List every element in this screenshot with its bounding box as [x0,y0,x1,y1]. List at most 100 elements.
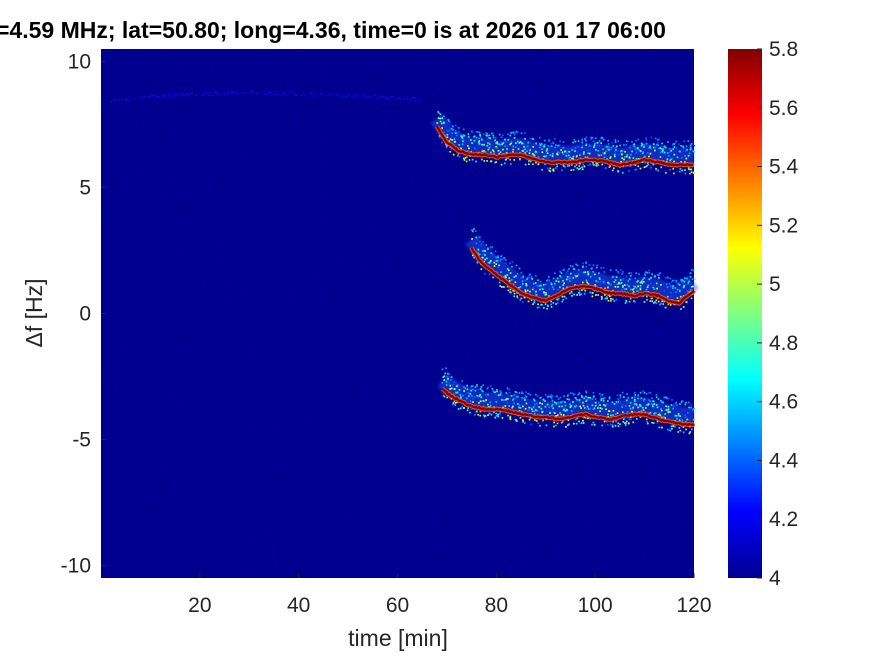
trace-pixel [543,139,546,142]
trace-pixel [585,139,588,142]
noise-pixel [384,332,386,335]
trace-pixel [622,278,625,281]
noise-pixel [576,378,579,380]
trace-pixel [621,150,623,152]
trace-pixel [502,399,505,401]
trace-pixel [572,141,575,144]
trace-pixel [456,132,459,134]
trace-pixel [613,281,616,283]
trace-pixel [596,163,599,165]
trace-pixel [463,157,465,160]
trace-pixel [660,166,663,169]
trace-pixel [473,256,475,259]
trace-pixel [621,403,624,406]
trace-pixel [593,407,596,410]
trace-pixel [597,153,600,156]
noise-pixel [363,391,365,394]
trace-pixel [548,275,550,278]
x-tick-label: 80 [485,594,508,617]
noise-pixel [298,314,300,316]
trace-pixel [622,421,625,423]
trace-pixel [536,402,538,405]
trace-pixel [667,410,670,412]
trace-pixel [623,288,626,290]
trace-pixel [586,281,588,284]
noise-pixel [228,521,231,524]
noise-pixel [178,254,180,256]
trace-pixel [486,257,488,260]
trace-pixel [506,387,509,390]
noise-pixel [504,450,507,452]
trace-pixel [302,92,305,94]
trace-pixel [454,402,457,404]
trace-pixel [492,150,495,153]
noise-pixel [356,234,358,237]
noise-pixel [388,49,390,52]
trace-pixel [661,148,663,150]
trace-pixel [499,259,502,262]
noise-pixel [391,69,394,72]
trace-pixel [587,164,590,167]
noise-pixel [552,493,555,495]
trace-pixel [337,93,340,96]
trace-pixel [690,406,692,409]
trace-pixel [242,92,244,94]
trace-pixel [587,152,590,155]
trace-pixel [584,271,587,274]
noise-pixel [659,67,662,70]
noise-pixel [513,537,516,540]
trace-pixel [550,396,552,398]
trace-pixel [687,412,689,414]
trace-pixel [617,286,619,288]
trace-pixel [684,155,686,157]
noise-pixel [575,265,578,267]
noise-pixel [320,84,323,87]
trace-pixel [443,375,446,377]
noise-pixel [213,547,216,549]
trace-pixel [382,96,384,98]
noise-pixel [268,378,271,381]
trace-pixel [664,277,667,279]
trace-pixel [571,413,574,415]
trace-pixel [670,425,673,428]
trace-pixel [456,154,459,157]
trace-pixel [534,419,536,421]
noise-pixel [591,516,594,518]
trace-pixel [495,161,498,163]
noise-pixel [450,341,453,343]
trace-pixel [533,300,536,302]
trace-pixel [564,404,567,407]
noise-pixel [169,328,172,330]
trace-pixel [645,137,647,139]
trace-pixel [612,414,614,417]
trace-pixel [533,301,536,304]
noise-pixel [211,65,213,68]
trace-pixel [575,155,578,158]
trace-pixel [479,136,482,139]
trace-pixel [448,120,450,122]
noise-pixel [355,482,358,484]
noise-pixel [296,121,298,124]
trace-pixel [597,164,600,166]
trace-pixel [635,287,638,289]
trace-pixel [498,133,501,136]
trace-pixel [535,161,537,164]
noise-pixel [262,204,264,207]
trace-pixel [580,293,583,295]
trace-pixel [187,94,189,96]
trace-pixel [529,160,532,163]
trace-pixel [547,144,550,147]
trace-pixel [572,157,574,160]
noise-pixel [168,535,171,538]
trace-pixel [593,164,595,166]
trace-pixel [527,409,530,411]
trace-pixel [550,394,552,396]
noise-pixel [377,235,380,238]
trace-pixel [451,124,454,127]
trace-pixel [608,397,611,400]
noise-pixel [323,276,325,278]
noise-pixel [431,94,434,96]
trace-pixel [554,137,556,140]
trace-pixel [581,166,583,169]
trace-pixel [571,392,574,395]
